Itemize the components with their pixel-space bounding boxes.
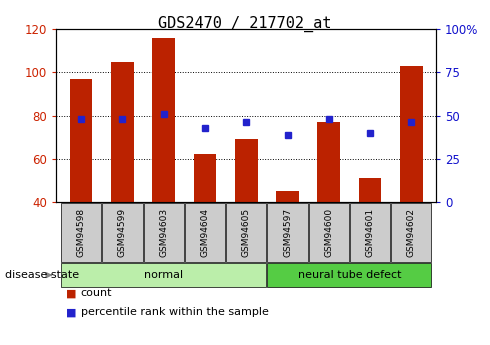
Bar [235, 139, 258, 202]
Bar [152, 38, 175, 202]
Text: count: count [81, 288, 112, 298]
Bar [70, 79, 93, 202]
Bar [318, 122, 340, 202]
Text: normal: normal [144, 270, 183, 280]
Bar [194, 155, 216, 202]
Bar [400, 66, 423, 202]
Bar [111, 62, 134, 202]
Text: GSM94604: GSM94604 [200, 207, 209, 257]
Text: neural tube defect: neural tube defect [297, 270, 401, 280]
Text: GSM94601: GSM94601 [366, 207, 374, 257]
Text: ■: ■ [66, 288, 76, 298]
Text: disease state: disease state [5, 270, 79, 280]
Bar [276, 191, 299, 202]
Text: GSM94597: GSM94597 [283, 207, 292, 257]
Text: GDS2470 / 217702_at: GDS2470 / 217702_at [158, 16, 332, 32]
Text: GSM94605: GSM94605 [242, 207, 251, 257]
Text: GSM94599: GSM94599 [118, 207, 127, 257]
Bar [359, 178, 381, 202]
Text: GSM94603: GSM94603 [159, 207, 168, 257]
Text: GSM94598: GSM94598 [76, 207, 86, 257]
Text: ■: ■ [66, 307, 76, 317]
Text: GSM94602: GSM94602 [407, 207, 416, 257]
Text: percentile rank within the sample: percentile rank within the sample [81, 307, 269, 317]
Text: GSM94600: GSM94600 [324, 207, 333, 257]
